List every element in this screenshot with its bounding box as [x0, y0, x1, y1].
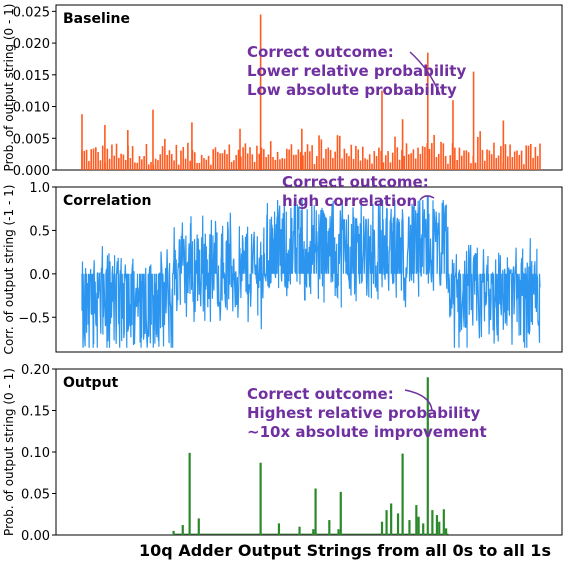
annotation-line: Correct outcome: — [247, 43, 394, 61]
correlation-line — [81, 199, 541, 348]
y-tick-label: 0.00 — [21, 529, 50, 544]
panel-title: Baseline — [63, 11, 130, 27]
annotation-line: ~10x absolute improvement — [247, 423, 487, 441]
y-tick-label: 0.015 — [13, 69, 50, 84]
series-2 — [172, 377, 449, 535]
y-tick-label: 0.05 — [21, 488, 50, 503]
plot-frame — [55, 368, 563, 536]
y-axis-label: Corr. of output string (-1 - 1) — [2, 185, 16, 355]
annotation-line: Lower relative probability — [247, 62, 466, 80]
y-tick-label: 1.0 — [29, 181, 50, 196]
y-tick-label: 0.000 — [13, 164, 50, 179]
annotation-line: Low absolute probability — [247, 81, 457, 99]
annotation-line: Correct outcome: — [247, 385, 394, 403]
panel-output: 0.00 0.05 0.10 0.15 0.20 Prob. of output stri… — [2, 363, 563, 544]
y-tick-label: −0.5 — [18, 311, 50, 326]
y-tick-label: 0.10 — [21, 446, 50, 461]
annotation-arrow — [404, 389, 433, 411]
panel-title: Output — [63, 375, 119, 391]
annotation-arrow — [409, 51, 441, 96]
series-0 — [81, 14, 541, 170]
y-tick-label: 0.15 — [21, 405, 50, 420]
y-tick-label: 0.010 — [13, 101, 50, 116]
y-tick-label: 0.5 — [29, 224, 50, 239]
y-tick-label: 0.0 — [29, 268, 50, 283]
y-axis-label: Prob. of output string (0 - 1) — [2, 368, 16, 536]
annotation-arrow — [419, 195, 435, 201]
y-tick-label: 0.020 — [13, 37, 50, 52]
panel-title: Correlation — [63, 193, 152, 209]
annotation-line: Correct outcome: — [282, 173, 429, 191]
series-1 — [81, 195, 541, 348]
annotation-line: Highest relative probability — [247, 404, 481, 422]
x-axis-label: 10q Adder Output Strings from all 0s to … — [139, 541, 551, 560]
annotation-line: high correlation — [282, 192, 417, 210]
y-axis-label: Prob. of output string (0 - 1) — [2, 4, 16, 172]
y-tick-label: 0.005 — [13, 132, 50, 147]
y-tick-label: 0.20 — [21, 363, 50, 378]
y-tick-label: 0.025 — [13, 5, 50, 20]
